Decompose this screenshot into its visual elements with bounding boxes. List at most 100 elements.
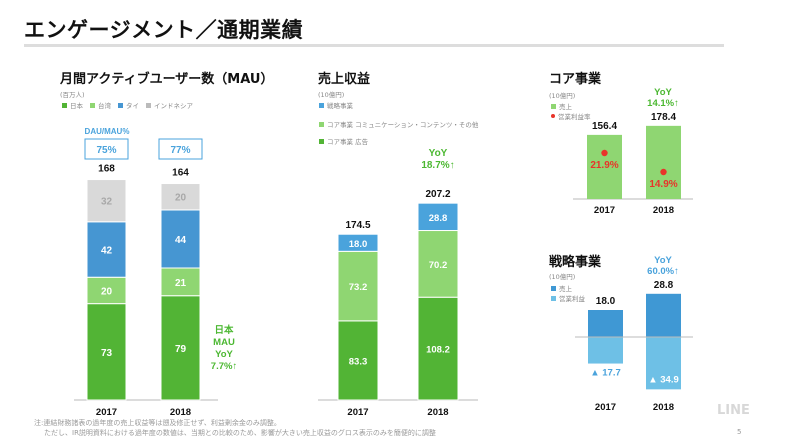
dau-mau-value: 77% — [170, 145, 190, 156]
mau-bar-label: 42 — [101, 246, 113, 257]
line-logo: LINE — [717, 403, 750, 418]
mau-bar-label: 20 — [101, 286, 113, 297]
legend-swatch — [62, 102, 67, 108]
strategic-chart-title: 戦略事業 — [549, 255, 602, 270]
strategic-unit: (10億円) — [549, 273, 576, 281]
footnote-line-1: 注:連結財務諸表の過年度の売上収益等は遡及修正せず、利益剰余金のみ調整。 — [34, 419, 281, 427]
legend-item-op-margin: 営業利益率 — [551, 111, 591, 121]
mau-bar-label: 44 — [175, 235, 187, 246]
legend-item-strategic: 戦略事業 — [319, 100, 353, 110]
core-sales-bar-2017 — [587, 134, 622, 199]
legend-swatch — [551, 285, 556, 291]
core-op-margin-label: 21.9% — [590, 160, 618, 171]
legend-item-indonesia: インドネシア — [146, 100, 193, 110]
legend-item-core-ad: コア事業 広告 — [319, 136, 368, 146]
japan-yoy-annotation: YoY — [215, 349, 233, 360]
strategic-yoy-value: 60.0%↑ — [647, 266, 679, 277]
strategic-yoy-label: YoY — [654, 255, 672, 266]
mau-bar-label: 32 — [101, 197, 113, 208]
core-op-margin-dot-2017 — [601, 149, 608, 157]
core-yoy-label: YoY — [654, 87, 672, 98]
revenue-bar-label: 28.8 — [429, 213, 448, 224]
strategic-op-label: ▲ 34.9 — [648, 374, 679, 385]
dau-mau-box — [84, 138, 129, 160]
revenue-total-label: 174.5 — [345, 220, 370, 231]
footnote-line-2: ただし、IR説明資料における過年度の数値は、当期との比較のため、影響が大きい売上… — [44, 429, 436, 437]
strategic-op-bar-2018 — [646, 337, 681, 390]
core-yoy-value: 14.1%↑ — [647, 98, 679, 109]
mau-total-label: 164 — [172, 168, 189, 179]
strategic-sales-bar-2017 — [588, 310, 623, 337]
core-sales-bar-2018 — [646, 125, 681, 199]
revenue-bar-label: 18.0 — [349, 239, 368, 250]
revenue-bar-label: 108.2 — [426, 345, 450, 356]
core-unit: (10億円) — [549, 92, 576, 100]
legend-swatch — [90, 102, 95, 108]
legend-item-strat-op: 営業利益 — [551, 293, 585, 303]
mau-bar-taiwan-2018 — [160, 267, 201, 297]
core-x-tick: 2018 — [653, 205, 674, 216]
mau-legend: 日本 台湾 タイ インドネシア — [62, 100, 193, 110]
title-divider — [24, 44, 724, 47]
core-total-label: 178.4 — [651, 112, 676, 123]
legend-swatch — [551, 103, 556, 109]
revenue-chart-title: 売上収益 — [318, 72, 371, 87]
revenue-x-tick: 2017 — [347, 407, 368, 418]
mau-chart-title: 月間アクティブユーザー数（MAU） — [60, 72, 274, 87]
mau-bar-label: 73 — [101, 348, 113, 359]
legend-item-core-sales: 売上 — [551, 101, 572, 111]
mau-bar-japan-2018 — [160, 295, 201, 401]
dau-mau-value: 75% — [96, 145, 116, 156]
legend-swatch — [319, 138, 324, 144]
core-op-margin-dot-2018 — [660, 168, 667, 176]
revenue-bar-label: 70.2 — [429, 260, 448, 271]
revenue-unit: (10億円) — [318, 91, 345, 99]
strategic-x-tick: 2017 — [595, 402, 616, 413]
mau-bar-taiwan-2017 — [86, 276, 127, 305]
revenue-bar-label: 83.3 — [349, 356, 368, 367]
strategic-x-tick: 2018 — [653, 402, 674, 413]
dau-mau-label: DAU/MAU% — [85, 127, 130, 136]
legend-swatch — [319, 102, 324, 108]
mau-bar-label: 79 — [175, 344, 187, 355]
revenue-bar-core_ad-2018 — [417, 296, 459, 401]
legend-swatch — [319, 121, 324, 127]
mau-bar-indonesia-2017 — [86, 179, 127, 223]
strategic-sales-label: 28.8 — [654, 280, 674, 291]
strategic-sales-label: 18.0 — [596, 296, 616, 307]
legend-swatch — [146, 102, 151, 108]
core-chart-title: コア事業 — [549, 72, 602, 87]
legend-item-taiwan: 台湾 — [90, 100, 111, 110]
core-x-tick: 2017 — [594, 205, 615, 216]
japan-yoy-annotation: 7.7%↑ — [211, 361, 237, 372]
mau-bar-japan-2017 — [86, 303, 127, 401]
mau-bar-indonesia-2018 — [160, 183, 201, 211]
revenue-bar-core_comm-2018 — [417, 230, 459, 298]
page-title: エンゲージメント／通期業績 — [24, 18, 304, 42]
legend-item-strat-sales: 売上 — [551, 283, 572, 293]
strategic-sales-bar-2018 — [646, 293, 681, 337]
mau-bar-thailand-2018 — [160, 209, 201, 269]
mau-bar-label: 21 — [175, 278, 187, 289]
revenue-bar-label: 73.2 — [349, 282, 368, 293]
strategic-op-label: ▲ 17.7 — [590, 368, 621, 379]
revenue-bar-core_comm-2017 — [337, 250, 379, 322]
revenue-total-label: 207.2 — [425, 189, 450, 200]
legend-dot — [551, 114, 555, 118]
revenue-bar-strategic-2018 — [417, 202, 459, 232]
revenue-x-tick: 2018 — [427, 407, 448, 418]
mau-x-tick: 2018 — [170, 407, 191, 418]
japan-yoy-annotation: MAU — [213, 337, 235, 348]
mau-bar-label: 20 — [175, 193, 187, 204]
core-total-label: 156.4 — [592, 121, 617, 132]
strategic-op-bar-2017 — [588, 337, 623, 364]
revenue-yoy-value: 18.7%↑ — [421, 160, 454, 171]
revenue-yoy-label: YoY — [429, 148, 448, 159]
legend-swatch — [551, 295, 556, 301]
revenue-bar-strategic-2017 — [337, 233, 379, 252]
mau-total-label: 168 — [98, 164, 115, 175]
legend-item-core-comm: コア事業 コミュニケーション・コンテンツ・その他 — [319, 119, 478, 129]
legend-item-japan: 日本 — [62, 100, 83, 110]
mau-unit: (百万人) — [60, 91, 85, 99]
